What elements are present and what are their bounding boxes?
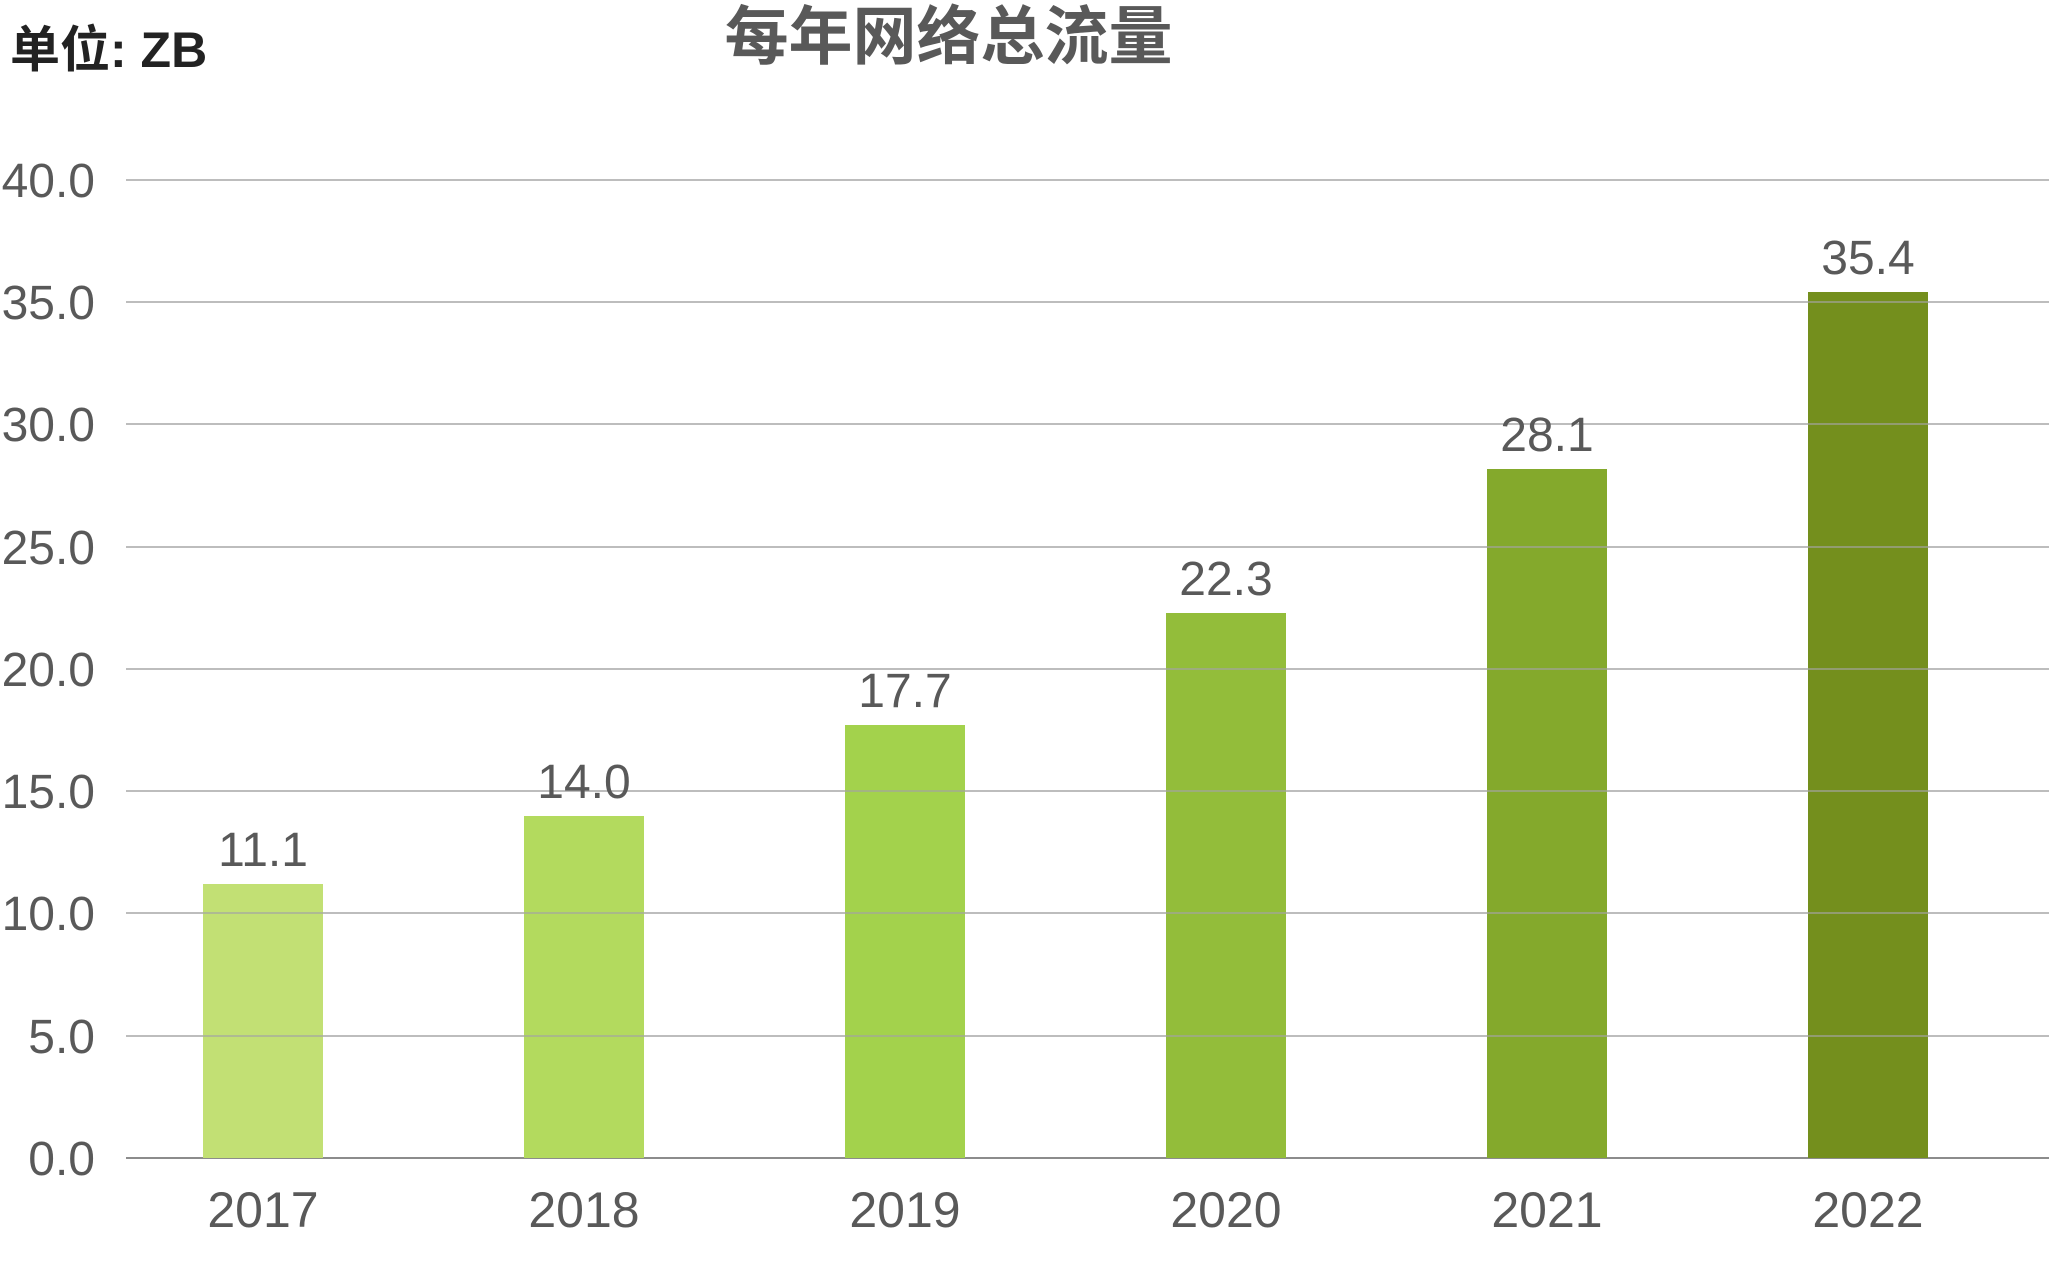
- svg-text:10.0: 10.0: [2, 888, 95, 941]
- svg-text:2022: 2022: [1812, 1182, 1923, 1238]
- svg-text:30.0: 30.0: [2, 399, 95, 452]
- svg-text:15.0: 15.0: [2, 766, 95, 819]
- svg-text:2021: 2021: [1491, 1182, 1602, 1238]
- svg-text:40.0: 40.0: [2, 155, 95, 208]
- svg-text:25.0: 25.0: [2, 522, 95, 575]
- svg-text:5.0: 5.0: [28, 1011, 95, 1064]
- svg-text:35.0: 35.0: [2, 277, 95, 330]
- svg-text:2019: 2019: [849, 1182, 960, 1238]
- svg-text:2020: 2020: [1170, 1182, 1281, 1238]
- svg-text:2018: 2018: [528, 1182, 639, 1238]
- svg-text:22.3: 22.3: [1179, 553, 1272, 606]
- svg-text:20.0: 20.0: [2, 644, 95, 697]
- svg-text:0.0: 0.0: [28, 1133, 95, 1186]
- svg-text:28.1: 28.1: [1500, 409, 1593, 462]
- svg-text:11.1: 11.1: [218, 824, 308, 877]
- svg-text:17.7: 17.7: [858, 665, 951, 718]
- svg-text:14.0: 14.0: [537, 756, 630, 809]
- svg-text:35.4: 35.4: [1821, 232, 1914, 285]
- svg-text:2017: 2017: [207, 1182, 318, 1238]
